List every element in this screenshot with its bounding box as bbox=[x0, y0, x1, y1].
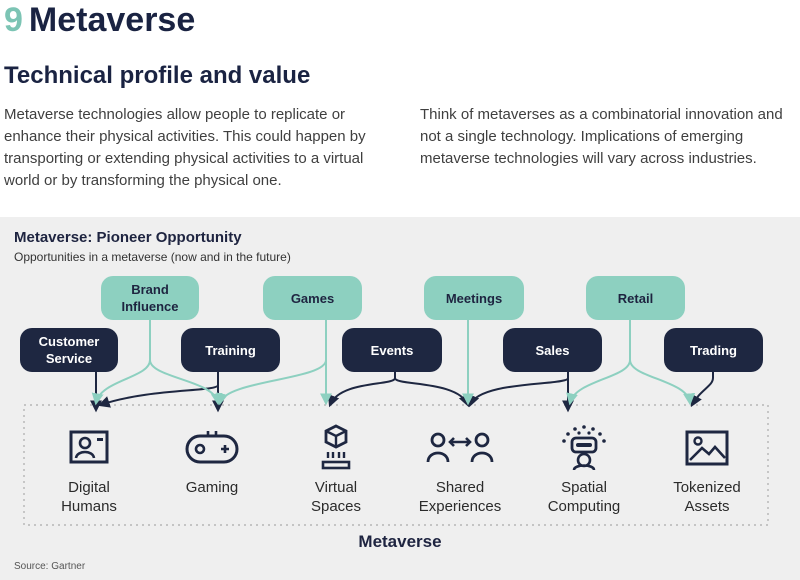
tech-label: Shared Experiences bbox=[418, 479, 502, 515]
opportunity-events: Events bbox=[342, 328, 442, 372]
opportunity-customer-service: Customer Service bbox=[20, 328, 118, 372]
opportunity-meetings: Meetings bbox=[424, 276, 524, 320]
opportunity-trading: Trading bbox=[664, 328, 763, 372]
shared-experiences-icon bbox=[400, 424, 520, 472]
tech-digital-humans: Digital Humans bbox=[29, 424, 149, 516]
intro-paragraph-left: Metaverse technologies allow people to r… bbox=[4, 106, 366, 189]
digital-humans-icon bbox=[29, 424, 149, 472]
tech-label: Virtual Spaces bbox=[310, 479, 362, 515]
opportunity-games: Games bbox=[263, 276, 362, 320]
tech-label: Digital Humans bbox=[61, 479, 117, 515]
spatial-computing-icon bbox=[524, 424, 644, 472]
chapter-title: Metaverse bbox=[28, 1, 196, 39]
tech-label: Gaming bbox=[185, 479, 239, 496]
tech-gaming: Gaming bbox=[152, 424, 272, 497]
tech-tokenized-assets: Tokenized Assets bbox=[647, 424, 767, 516]
opportunity-retail: Retail bbox=[586, 276, 685, 320]
tech-label: Spatial Computing bbox=[547, 479, 621, 515]
source-note: Source: Gartner bbox=[14, 561, 86, 572]
chapter-number: 9 bbox=[4, 1, 23, 39]
tech-label: Tokenized Assets bbox=[673, 479, 741, 515]
metaverse-group-label: Metaverse bbox=[358, 532, 442, 551]
virtual-spaces-icon bbox=[276, 424, 396, 472]
image-asset-icon bbox=[647, 424, 767, 472]
gamepad-icon bbox=[152, 424, 272, 472]
metaverse-group-box bbox=[23, 404, 769, 526]
tech-shared-experiences: Shared Experiences bbox=[400, 424, 520, 516]
figure-subtitle: Opportunities in a metaverse (now and in… bbox=[14, 250, 291, 264]
opportunity-brand-influence: Brand Influence bbox=[101, 276, 199, 320]
section-subtitle: Technical profile and value bbox=[4, 62, 311, 89]
chapter-heading: 9 Metaverse bbox=[4, 0, 195, 40]
opportunity-sales: Sales bbox=[503, 328, 602, 372]
opportunity-training: Training bbox=[181, 328, 280, 372]
tech-virtual-spaces: Virtual Spaces bbox=[276, 424, 396, 516]
intro-paragraph-right: Think of metaverses as a combinatorial i… bbox=[420, 106, 783, 167]
tech-spatial-computing: Spatial Computing bbox=[524, 424, 644, 516]
figure-title: Metaverse: Pioneer Opportunity bbox=[14, 229, 242, 246]
